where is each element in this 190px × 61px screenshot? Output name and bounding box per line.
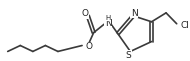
Text: O: O: [86, 42, 93, 51]
Text: S: S: [126, 51, 131, 60]
Text: O: O: [82, 9, 89, 18]
Text: N: N: [131, 9, 138, 18]
Text: H: H: [105, 15, 111, 21]
Text: Cl: Cl: [180, 21, 189, 30]
Text: N: N: [105, 19, 112, 28]
